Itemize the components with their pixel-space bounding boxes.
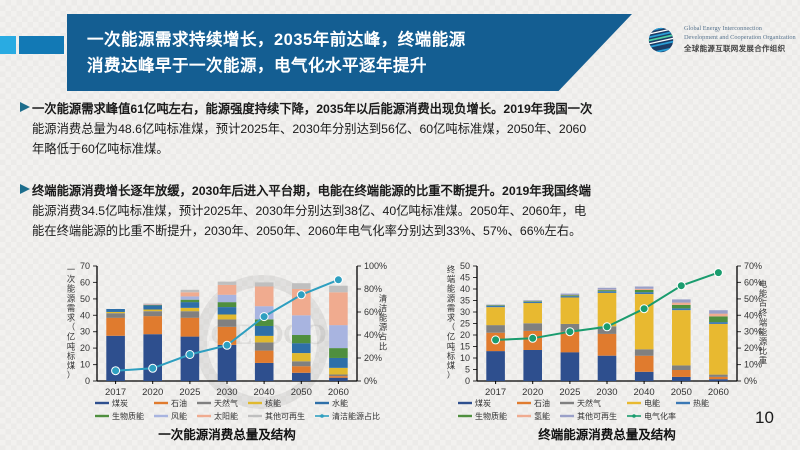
svg-text:50: 50	[80, 294, 90, 304]
svg-text:10: 10	[80, 360, 90, 370]
svg-text:2050: 2050	[671, 387, 692, 398]
svg-text:）: ）	[447, 370, 455, 380]
svg-text:重: 重	[759, 356, 767, 366]
svg-text:70: 70	[80, 262, 90, 271]
svg-text:比: 比	[759, 346, 767, 356]
svg-text:40: 40	[460, 284, 470, 294]
svg-text:2030: 2030	[216, 387, 237, 398]
svg-text:占: 占	[759, 298, 767, 308]
svg-text:亿: 亿	[67, 332, 75, 342]
svg-text:洁: 洁	[379, 303, 387, 313]
svg-text:25: 25	[460, 319, 470, 329]
svg-text:源: 源	[67, 293, 76, 303]
svg-text:0%: 0%	[744, 376, 757, 386]
svg-text:吨: 吨	[67, 341, 75, 351]
svg-text:需: 需	[447, 303, 455, 313]
svg-text:终: 终	[759, 308, 768, 318]
svg-text:2025: 2025	[559, 387, 580, 398]
svg-text:一: 一	[67, 265, 75, 275]
svg-text:45: 45	[460, 273, 470, 283]
svg-text:30: 30	[460, 307, 470, 317]
svg-text:20: 20	[80, 343, 90, 353]
svg-text:2030: 2030	[596, 387, 617, 398]
svg-text:2020: 2020	[142, 387, 163, 398]
svg-text:2017: 2017	[485, 387, 506, 398]
svg-text:煤: 煤	[67, 361, 76, 371]
svg-text:15: 15	[460, 342, 470, 352]
svg-text:能: 能	[379, 313, 387, 323]
svg-text:0%: 0%	[364, 376, 377, 386]
svg-text:亿: 亿	[447, 332, 455, 342]
svg-text:终: 终	[447, 265, 456, 275]
svg-text:2060: 2060	[328, 387, 349, 398]
svg-text:吨: 吨	[447, 341, 455, 351]
svg-text:0: 0	[465, 376, 470, 386]
svg-text:煤: 煤	[447, 361, 456, 371]
svg-text:2040: 2040	[254, 387, 275, 398]
svg-text:占: 占	[379, 332, 387, 342]
svg-text:20%: 20%	[364, 353, 382, 363]
svg-text:10: 10	[460, 353, 470, 363]
svg-text:2050: 2050	[291, 387, 312, 398]
svg-text:（: （	[447, 322, 455, 332]
svg-text:次: 次	[67, 274, 75, 284]
svg-text:20: 20	[460, 330, 470, 340]
svg-text:5: 5	[465, 365, 470, 375]
svg-text:50: 50	[460, 262, 470, 271]
svg-text:电: 电	[759, 279, 767, 289]
svg-text:能: 能	[759, 289, 767, 299]
svg-text:35: 35	[460, 296, 470, 306]
svg-text:（: （	[67, 322, 75, 332]
svg-text:比: 比	[379, 341, 387, 351]
svg-text:40: 40	[80, 310, 90, 320]
svg-text:能: 能	[759, 327, 767, 337]
svg-text:70%: 70%	[744, 262, 762, 271]
svg-text:能: 能	[447, 284, 455, 294]
svg-text:60: 60	[80, 277, 90, 287]
svg-text:2020: 2020	[522, 387, 543, 398]
svg-text:清: 清	[379, 293, 387, 303]
svg-text:求: 求	[67, 313, 76, 323]
svg-text:源: 源	[447, 293, 456, 303]
svg-text:2025: 2025	[179, 387, 200, 398]
svg-text:源: 源	[379, 322, 388, 332]
svg-text:标: 标	[447, 351, 455, 361]
svg-text:源: 源	[759, 337, 768, 347]
svg-text:100%: 100%	[364, 262, 387, 271]
svg-text:端: 端	[759, 317, 767, 327]
svg-text:2040: 2040	[634, 387, 655, 398]
svg-text:2017: 2017	[105, 387, 126, 398]
svg-text:求: 求	[447, 313, 456, 323]
svg-text:端: 端	[447, 274, 455, 284]
svg-text:0: 0	[85, 376, 90, 386]
svg-text:标: 标	[67, 351, 75, 361]
svg-text:30: 30	[80, 327, 90, 337]
svg-text:2060: 2060	[708, 387, 729, 398]
svg-text:能: 能	[67, 284, 75, 294]
svg-text:需: 需	[67, 303, 75, 313]
svg-text:）: ）	[67, 370, 75, 380]
